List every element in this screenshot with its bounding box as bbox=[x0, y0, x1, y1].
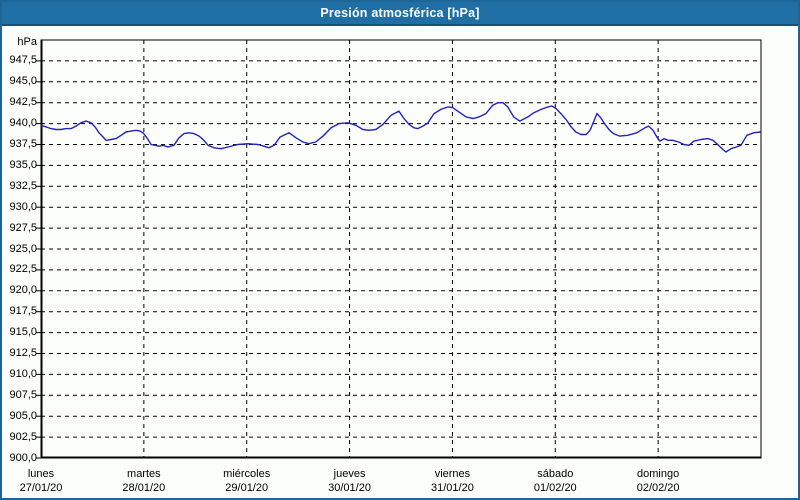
y-axis-tick-label: 940,0 bbox=[9, 117, 37, 130]
y-axis-tick-label: 925,0 bbox=[9, 242, 37, 255]
y-axis-tick-label: 942,5 bbox=[9, 96, 37, 109]
x-axis-day-label: viernes bbox=[434, 468, 471, 480]
x-axis-date-label: 29/01/20 bbox=[225, 482, 269, 494]
y-axis-tick-label: 932,5 bbox=[9, 179, 37, 192]
y-axis-tick-label: 922,5 bbox=[9, 263, 37, 276]
x-axis-day-label: domingo bbox=[637, 468, 680, 480]
x-axis-day-label: miércoles bbox=[223, 468, 271, 480]
window-title: Presión atmosférica [hPa] bbox=[320, 6, 480, 20]
x-axis-day-label: jueves bbox=[333, 468, 366, 480]
x-axis-day-label: sábado bbox=[537, 468, 574, 480]
chart-canvas: hPa 947,5 945,0 942,5 940,0 937,5 935,0 932,5 9… bbox=[2, 26, 798, 498]
x-axis-date-label: 28/01/20 bbox=[122, 482, 166, 494]
y-axis-tick-label: 927,5 bbox=[9, 221, 37, 234]
y-axis-unit-label: hPa bbox=[17, 36, 37, 48]
y-axis-tick-label: 930,0 bbox=[9, 200, 37, 213]
y-axis-tick-label: 907,5 bbox=[9, 388, 37, 401]
x-axis-day-label: lunes bbox=[27, 468, 55, 480]
y-axis-tick-label: 937,5 bbox=[9, 138, 37, 150]
x-axis-day-label: martes bbox=[127, 468, 161, 480]
y-axis-tick-label: 920,0 bbox=[9, 284, 37, 297]
y-axis-tick-label: 910,0 bbox=[9, 367, 37, 380]
y-axis-tick-label: 917,5 bbox=[9, 305, 37, 318]
y-axis-tick-label: 945,0 bbox=[9, 75, 37, 88]
y-axis-tick-label: 900,0 bbox=[9, 451, 37, 464]
y-axis-tick-label: 947,5 bbox=[9, 54, 37, 67]
pressure-line-chart bbox=[36, 39, 762, 459]
x-axis-date-label: 31/01/20 bbox=[431, 482, 474, 494]
x-axis-date-label: 27/01/20 bbox=[19, 482, 63, 494]
y-axis-tick-label: 915,0 bbox=[9, 326, 37, 339]
x-axis-date-label: 02/02/20 bbox=[636, 482, 680, 494]
x-axis-date-label: 01/02/20 bbox=[533, 482, 577, 494]
x-axis-date-label: 30/01/20 bbox=[328, 482, 371, 494]
y-axis-tick-label: 902,5 bbox=[9, 430, 37, 443]
y-axis-tick-label: 912,5 bbox=[9, 347, 37, 359]
title-bar: Presión atmosférica [hPa] bbox=[2, 2, 798, 26]
y-axis-tick-label: 935,0 bbox=[9, 158, 37, 171]
y-axis-tick-label: 905,0 bbox=[9, 409, 37, 422]
